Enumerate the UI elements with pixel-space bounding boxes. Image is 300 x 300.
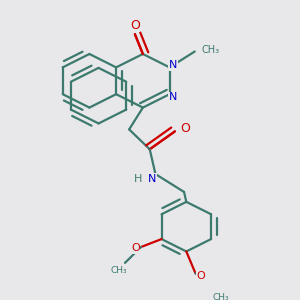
Text: O: O [180,122,190,135]
Text: O: O [130,19,140,32]
Text: H: H [134,174,142,184]
Text: N: N [169,92,177,102]
Text: O: O [197,271,206,281]
Text: CH₃: CH₃ [111,266,128,275]
Text: O: O [131,243,140,253]
Text: N: N [148,174,156,184]
Text: N: N [169,60,177,70]
Text: CH₃: CH₃ [212,292,229,300]
Text: CH₃: CH₃ [202,44,220,55]
